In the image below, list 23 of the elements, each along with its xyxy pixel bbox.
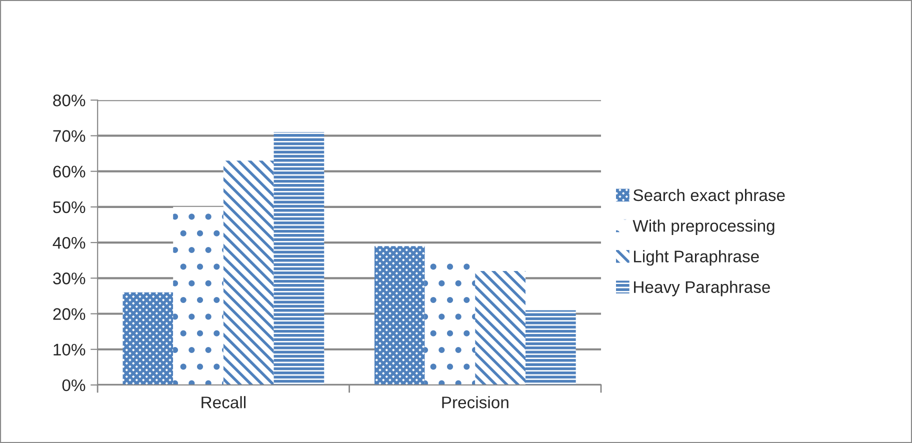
bar [274, 132, 324, 385]
legend-label: Light Paraphrase [634, 250, 759, 266]
bar [525, 310, 576, 385]
bar [374, 246, 425, 385]
y-tick-label: 0% [62, 379, 86, 392]
legend-label: Search exact phrase [633, 188, 785, 204]
y-tick-label: 40% [52, 236, 86, 249]
x-tick-label: Precision [442, 396, 508, 408]
bar [475, 271, 526, 385]
bar [173, 206, 224, 385]
y-tick-label: 60% [53, 166, 86, 178]
y-tick-label: 50% [53, 201, 86, 214]
x-tick-label: Recall [202, 396, 246, 408]
y-tick-label: 10% [54, 344, 86, 356]
y-tick-label: 20% [53, 308, 86, 320]
bar [223, 160, 274, 385]
legend-label: With preprocessing [632, 220, 774, 236]
y-tick-label: 30% [53, 272, 86, 284]
y-tick-label: 70% [53, 130, 86, 142]
bar [424, 253, 476, 385]
y-tick-label: 80% [53, 94, 86, 106]
bar [122, 292, 174, 385]
legend-label: Heavy Paraphrase [634, 280, 770, 296]
